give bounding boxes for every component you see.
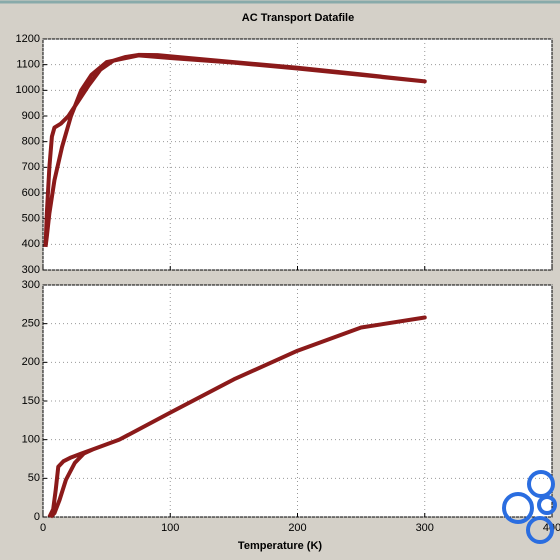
y-tick-label: 1200 <box>16 33 40 45</box>
y-tick-label: 900 <box>22 110 40 122</box>
x-tick-label: 0 <box>40 522 46 534</box>
y-tick-label: 500 <box>22 213 40 225</box>
y-tick-label: 1000 <box>16 84 40 96</box>
y-tick-label: 300 <box>22 264 40 276</box>
logo <box>502 470 557 544</box>
y-tick-label: 50 <box>28 472 40 484</box>
chart-title: AC Transport Datafile <box>242 12 354 24</box>
y-tick-label: 200 <box>22 356 40 368</box>
y-tick-label: 300 <box>22 279 40 291</box>
y-tick-label: 100 <box>22 434 40 446</box>
y-tick-label: 250 <box>22 318 40 330</box>
y-tick-label: 0 <box>34 511 40 523</box>
x-tick-label: 200 <box>288 522 306 534</box>
y-tick-label: 800 <box>22 136 40 148</box>
x-tick-label: 100 <box>161 522 179 534</box>
y-tick-label: 1100 <box>16 59 40 71</box>
y-tick-label: 400 <box>22 238 40 250</box>
x-tick-label: 300 <box>416 522 434 534</box>
y-tick-label: 700 <box>22 161 40 173</box>
data-line <box>47 315 427 519</box>
x-axis-label: Temperature (K) <box>238 540 322 552</box>
y-tick-label: 150 <box>22 395 40 407</box>
y-tick-label: 600 <box>22 187 40 199</box>
data-line <box>43 52 427 248</box>
